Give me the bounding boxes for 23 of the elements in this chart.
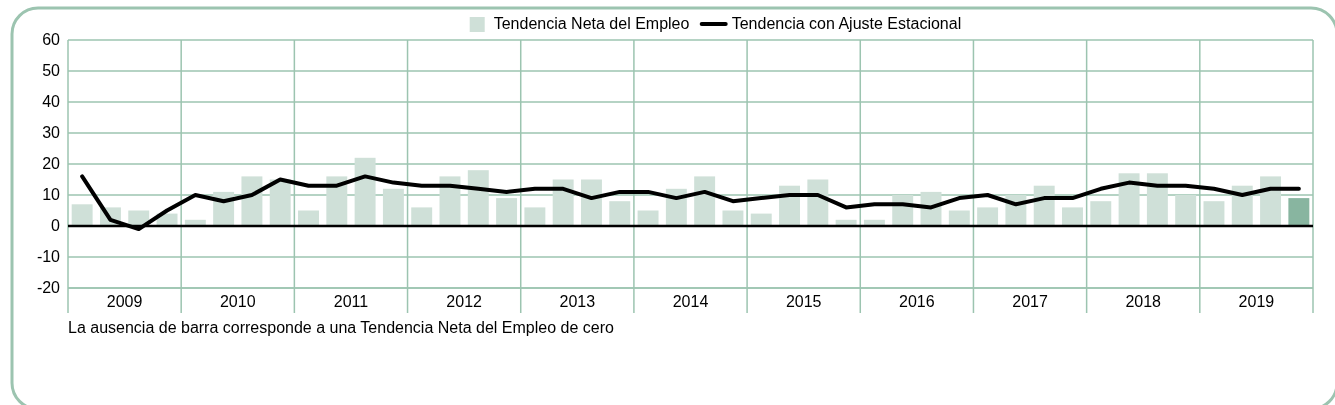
y-tick-label: 30 [42,124,61,141]
x-tick-label: 2009 [106,293,143,310]
x-tick-label: 2017 [1012,293,1048,310]
text: La ausencia de barra corresponde a una Tendencia Neta del Empleo de cero [68,319,614,336]
x-tick-label: 2018 [1125,293,1162,310]
legend-label: Tendencia Neta del Empleo [493,15,690,32]
y-tick-label: 50 [42,62,61,79]
y-tick-label: -10 [36,248,61,265]
y-tick-label: 10 [42,186,61,203]
y-tick-label: 0 [51,217,61,234]
x-tick-label: 2013 [559,293,596,310]
y-tick-label: -20 [36,279,61,296]
y-tick-label: 40 [42,93,61,110]
x-tick-label: 2019 [1238,293,1275,310]
x-tick-label: 2014 [672,293,709,310]
y-tick-label: 60 [42,31,61,48]
legend-label: Tendencia con Ajuste Estacional [731,15,962,32]
y-tick-label: 20 [42,155,61,172]
x-tick-label: 2016 [899,293,935,310]
x-tick-label: 2010 [219,293,256,310]
x-tick-label: 2011 [333,293,369,310]
x-tick-label: 2015 [785,293,822,310]
x-tick-label: 2012 [446,293,483,310]
